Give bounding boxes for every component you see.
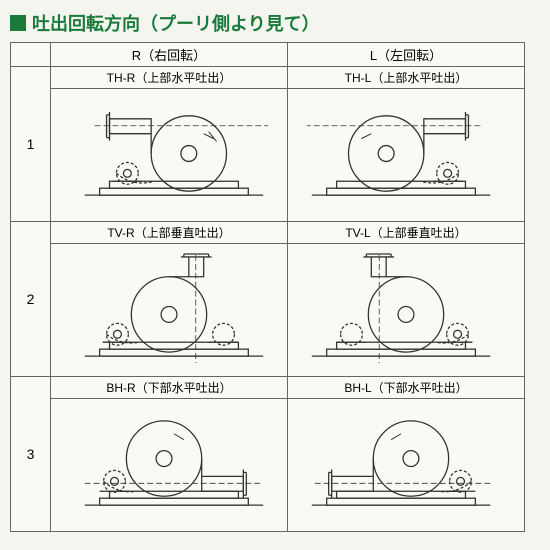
blower-diagram-icon	[292, 403, 520, 524]
cell-label-tv-r: TV-R（上部垂直吐出）	[51, 222, 288, 244]
cell-label-bh-l: BH-L（下部水平吐出）	[288, 377, 525, 399]
title-text: 吐出回転方向（プーリ側より見て）	[32, 10, 320, 36]
diagram-bh-r	[51, 399, 288, 532]
blower-diagram-icon	[292, 248, 520, 369]
diagram-bh-l	[288, 399, 525, 532]
diagram-tv-r	[51, 244, 288, 377]
empty-header	[11, 43, 51, 67]
section-title: 吐出回転方向（プーリ側より見て）	[10, 10, 540, 36]
row-number: 2	[11, 222, 51, 377]
diagram-tv-l	[288, 244, 525, 377]
cell-label-tv-l: TV-L（上部垂直吐出）	[288, 222, 525, 244]
blower-diagram-icon	[292, 93, 520, 214]
cell-label-th-r: TH-R（上部水平吐出）	[51, 67, 288, 89]
col-header-l: L（左回転）	[288, 43, 525, 67]
title-marker-icon	[10, 15, 26, 31]
diagram-th-l	[288, 89, 525, 222]
rotation-table: R（右回転） L（左回転） 1 TH-R（上部水平吐出） TH-L（上部水平吐出…	[10, 42, 525, 532]
cell-label-bh-r: BH-R（下部水平吐出）	[51, 377, 288, 399]
row-number: 1	[11, 67, 51, 222]
blower-diagram-icon	[55, 248, 283, 369]
cell-label-th-l: TH-L（上部水平吐出）	[288, 67, 525, 89]
blower-diagram-icon	[55, 93, 283, 214]
col-header-r: R（右回転）	[51, 43, 288, 67]
diagram-th-r	[51, 89, 288, 222]
blower-diagram-icon	[55, 403, 283, 524]
row-number: 3	[11, 377, 51, 532]
